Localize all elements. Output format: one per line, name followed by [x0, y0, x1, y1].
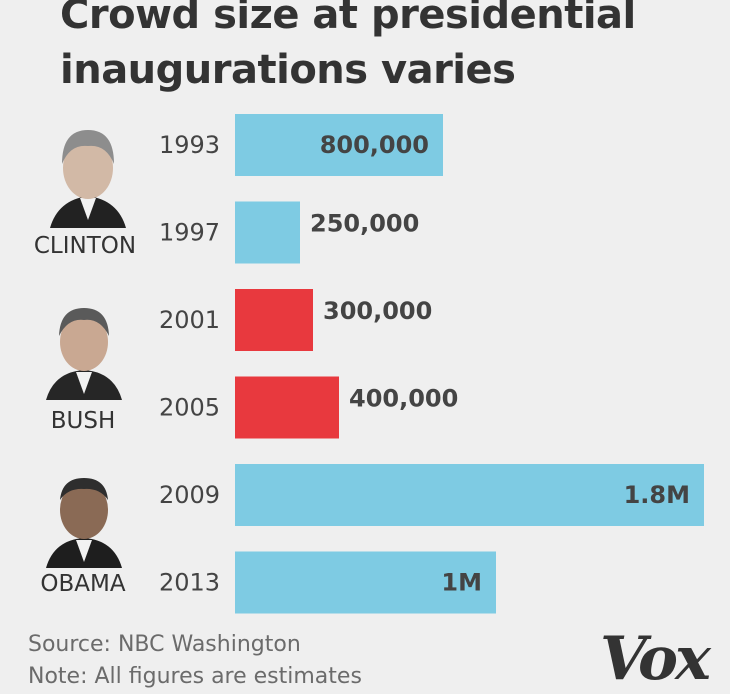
value-label-2009: 1.8M: [624, 481, 690, 509]
chart-title: Crowd size at presidential inaugurations…: [60, 0, 636, 93]
bush-portrait-image: [46, 308, 122, 400]
source-note: Source: NBC Washington: [28, 632, 301, 657]
year-label-1997: 1997: [159, 219, 220, 247]
bar-1993: [235, 114, 443, 176]
bar-2009: [235, 464, 704, 526]
president-name-bush: BUSH: [50, 408, 116, 434]
value-label-2013: 1M: [441, 569, 482, 597]
bar-1997: [235, 201, 300, 264]
president-name-obama: OBAMA: [40, 571, 126, 597]
bar-2001: [235, 289, 313, 351]
year-label-2005: 2005: [159, 394, 220, 422]
year-label-2009: 2009: [159, 481, 220, 509]
value-label-1993: 800,000: [320, 131, 429, 159]
value-label-1997: 250,000: [310, 210, 419, 238]
bar-2013: [235, 551, 496, 614]
clinton-portrait-image: [50, 130, 126, 228]
value-label-2001: 300,000: [323, 297, 432, 325]
president-name-clinton: CLINTON: [33, 233, 137, 259]
value-label-2005: 400,000: [349, 385, 458, 413]
obama-portrait-image: [46, 478, 122, 568]
year-label-2013: 2013: [159, 569, 220, 597]
bar-2005: [235, 376, 339, 439]
estimates-note: Note: All figures are estimates: [28, 664, 362, 689]
vox-logo: Vox: [600, 624, 711, 694]
year-label-2001: 2001: [159, 306, 220, 334]
year-label-1993: 1993: [159, 131, 220, 159]
